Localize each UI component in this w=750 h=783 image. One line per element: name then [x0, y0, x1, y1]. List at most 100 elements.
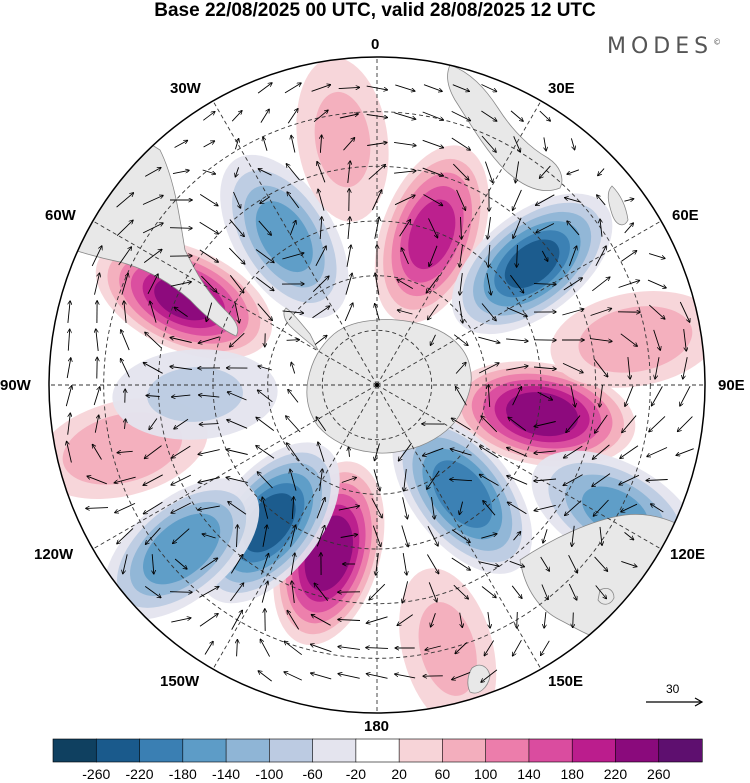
wind-arrow: [114, 476, 136, 483]
wind-arrow: [256, 446, 275, 459]
wind-arrow: [562, 309, 583, 316]
wind-arrow: [199, 221, 219, 234]
wind-arrow: [570, 385, 575, 407]
wind-arrow: [594, 499, 609, 516]
lon-label-150e: 150E: [548, 673, 584, 690]
wind-arrow: [345, 273, 352, 295]
wind-arrow: [68, 329, 69, 351]
vector-scale-arrow: [646, 697, 704, 707]
wind-arrow: [655, 357, 660, 379]
wind-arrow: [198, 449, 220, 455]
wind-arrow: [230, 555, 242, 574]
wind-arrow: [402, 581, 409, 602]
wind-arrow: [152, 554, 154, 574]
wind-arrow: [338, 620, 361, 621]
wind-arrow: [199, 587, 218, 598]
wind-arrow: [368, 165, 385, 180]
wind-arrow: [593, 444, 610, 459]
wind-arrow: [169, 592, 192, 593]
wind-arrow: [311, 85, 331, 92]
wind-arrow: [451, 557, 470, 570]
meridian-line: [376, 100, 542, 386]
wind-arrow: [647, 447, 668, 457]
wind-arrow: [461, 216, 462, 239]
wind-arrow: [226, 450, 248, 455]
wind-arrow: [341, 478, 356, 483]
lon-label-120w: 120W: [34, 546, 74, 563]
colorbar-tick-label: 20: [391, 766, 407, 782]
wind-arrow: [431, 613, 436, 627]
wind-arrow: [292, 497, 293, 520]
wind-arrow: [116, 220, 133, 237]
wind-arrow: [534, 479, 557, 481]
wind-arrow: [453, 334, 468, 346]
wind-arrow: [508, 417, 527, 431]
wind-arrow: [228, 502, 247, 515]
wind-arrow: [481, 303, 496, 321]
wind-arrow: [621, 560, 636, 566]
wind-arrow: [91, 246, 102, 267]
wind-arrow: [202, 169, 216, 174]
wind-arrow: [563, 278, 582, 291]
wind-arrow: [506, 307, 527, 317]
wind-arrow: [512, 387, 522, 406]
wind-arrow: [282, 310, 304, 313]
antarctic-peninsula: [283, 307, 319, 351]
wind-arrow: [316, 526, 324, 547]
wind-arrow: [481, 669, 498, 682]
wind-arrow: [121, 359, 130, 378]
colorbar-swatch: [485, 738, 530, 763]
wind-arrow: [460, 245, 463, 267]
wind-arrow: [286, 416, 301, 433]
wind-arrow: [93, 387, 100, 406]
wind-arrow: [311, 673, 332, 680]
wind-arrow: [256, 417, 275, 431]
wind-arrow: [648, 253, 665, 259]
wind-arrow: [150, 301, 157, 323]
anomaly-contour: [408, 199, 456, 270]
wind-arrow: [624, 199, 633, 201]
wind-arrow: [394, 141, 416, 145]
colorbar-swatch: [182, 738, 227, 763]
wind-arrow: [428, 304, 439, 319]
wind-arrow: [237, 640, 238, 657]
wind-arrow: [653, 329, 661, 350]
wind-arrow: [231, 610, 243, 630]
wind-arrow: [680, 385, 691, 406]
modes-wordmark: MODES: [607, 34, 714, 59]
wind-arrow: [567, 221, 580, 236]
lon-label-30e: 30E: [548, 80, 575, 97]
lon-label-180: 180: [364, 718, 390, 735]
wind-arrow: [427, 525, 438, 546]
wind-arrow: [450, 479, 473, 480]
wind-arrow: [510, 110, 523, 121]
latitude-circle: [321, 329, 433, 441]
wind-arrow: [258, 366, 272, 371]
wind-arrow: [427, 470, 440, 489]
wind-arrow: [375, 443, 380, 461]
wind-arrow: [425, 645, 441, 650]
wind-arrow: [343, 138, 355, 151]
wind-arrow: [314, 583, 329, 601]
wind-arrow: [481, 416, 498, 433]
wind-arrow: [320, 135, 321, 153]
wind-arrow: [426, 274, 440, 293]
south-pole-dot: [375, 383, 379, 387]
wind-arrow: [311, 644, 332, 653]
wind-arrow: [202, 534, 216, 539]
wind-arrow: [394, 195, 415, 206]
wind-arrow: [541, 584, 548, 600]
wind-arrow: [338, 87, 360, 88]
wind-arrow: [145, 332, 162, 348]
wind-arrow: [456, 387, 467, 406]
wind-arrow: [116, 193, 134, 208]
wind-arrow: [478, 363, 499, 374]
wind-arrow: [200, 558, 218, 571]
wind-arrow: [144, 586, 161, 597]
wind-arrow: [572, 525, 575, 546]
wind-arrow: [203, 141, 215, 148]
colorbar-swatch: [355, 738, 400, 763]
wind-arrow: [255, 277, 274, 290]
wind-arrow: [374, 217, 379, 239]
wind-arrow: [570, 138, 574, 149]
